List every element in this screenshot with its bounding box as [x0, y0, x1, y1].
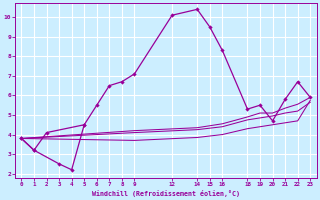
- X-axis label: Windchill (Refroidissement éolien,°C): Windchill (Refroidissement éolien,°C): [92, 190, 240, 197]
